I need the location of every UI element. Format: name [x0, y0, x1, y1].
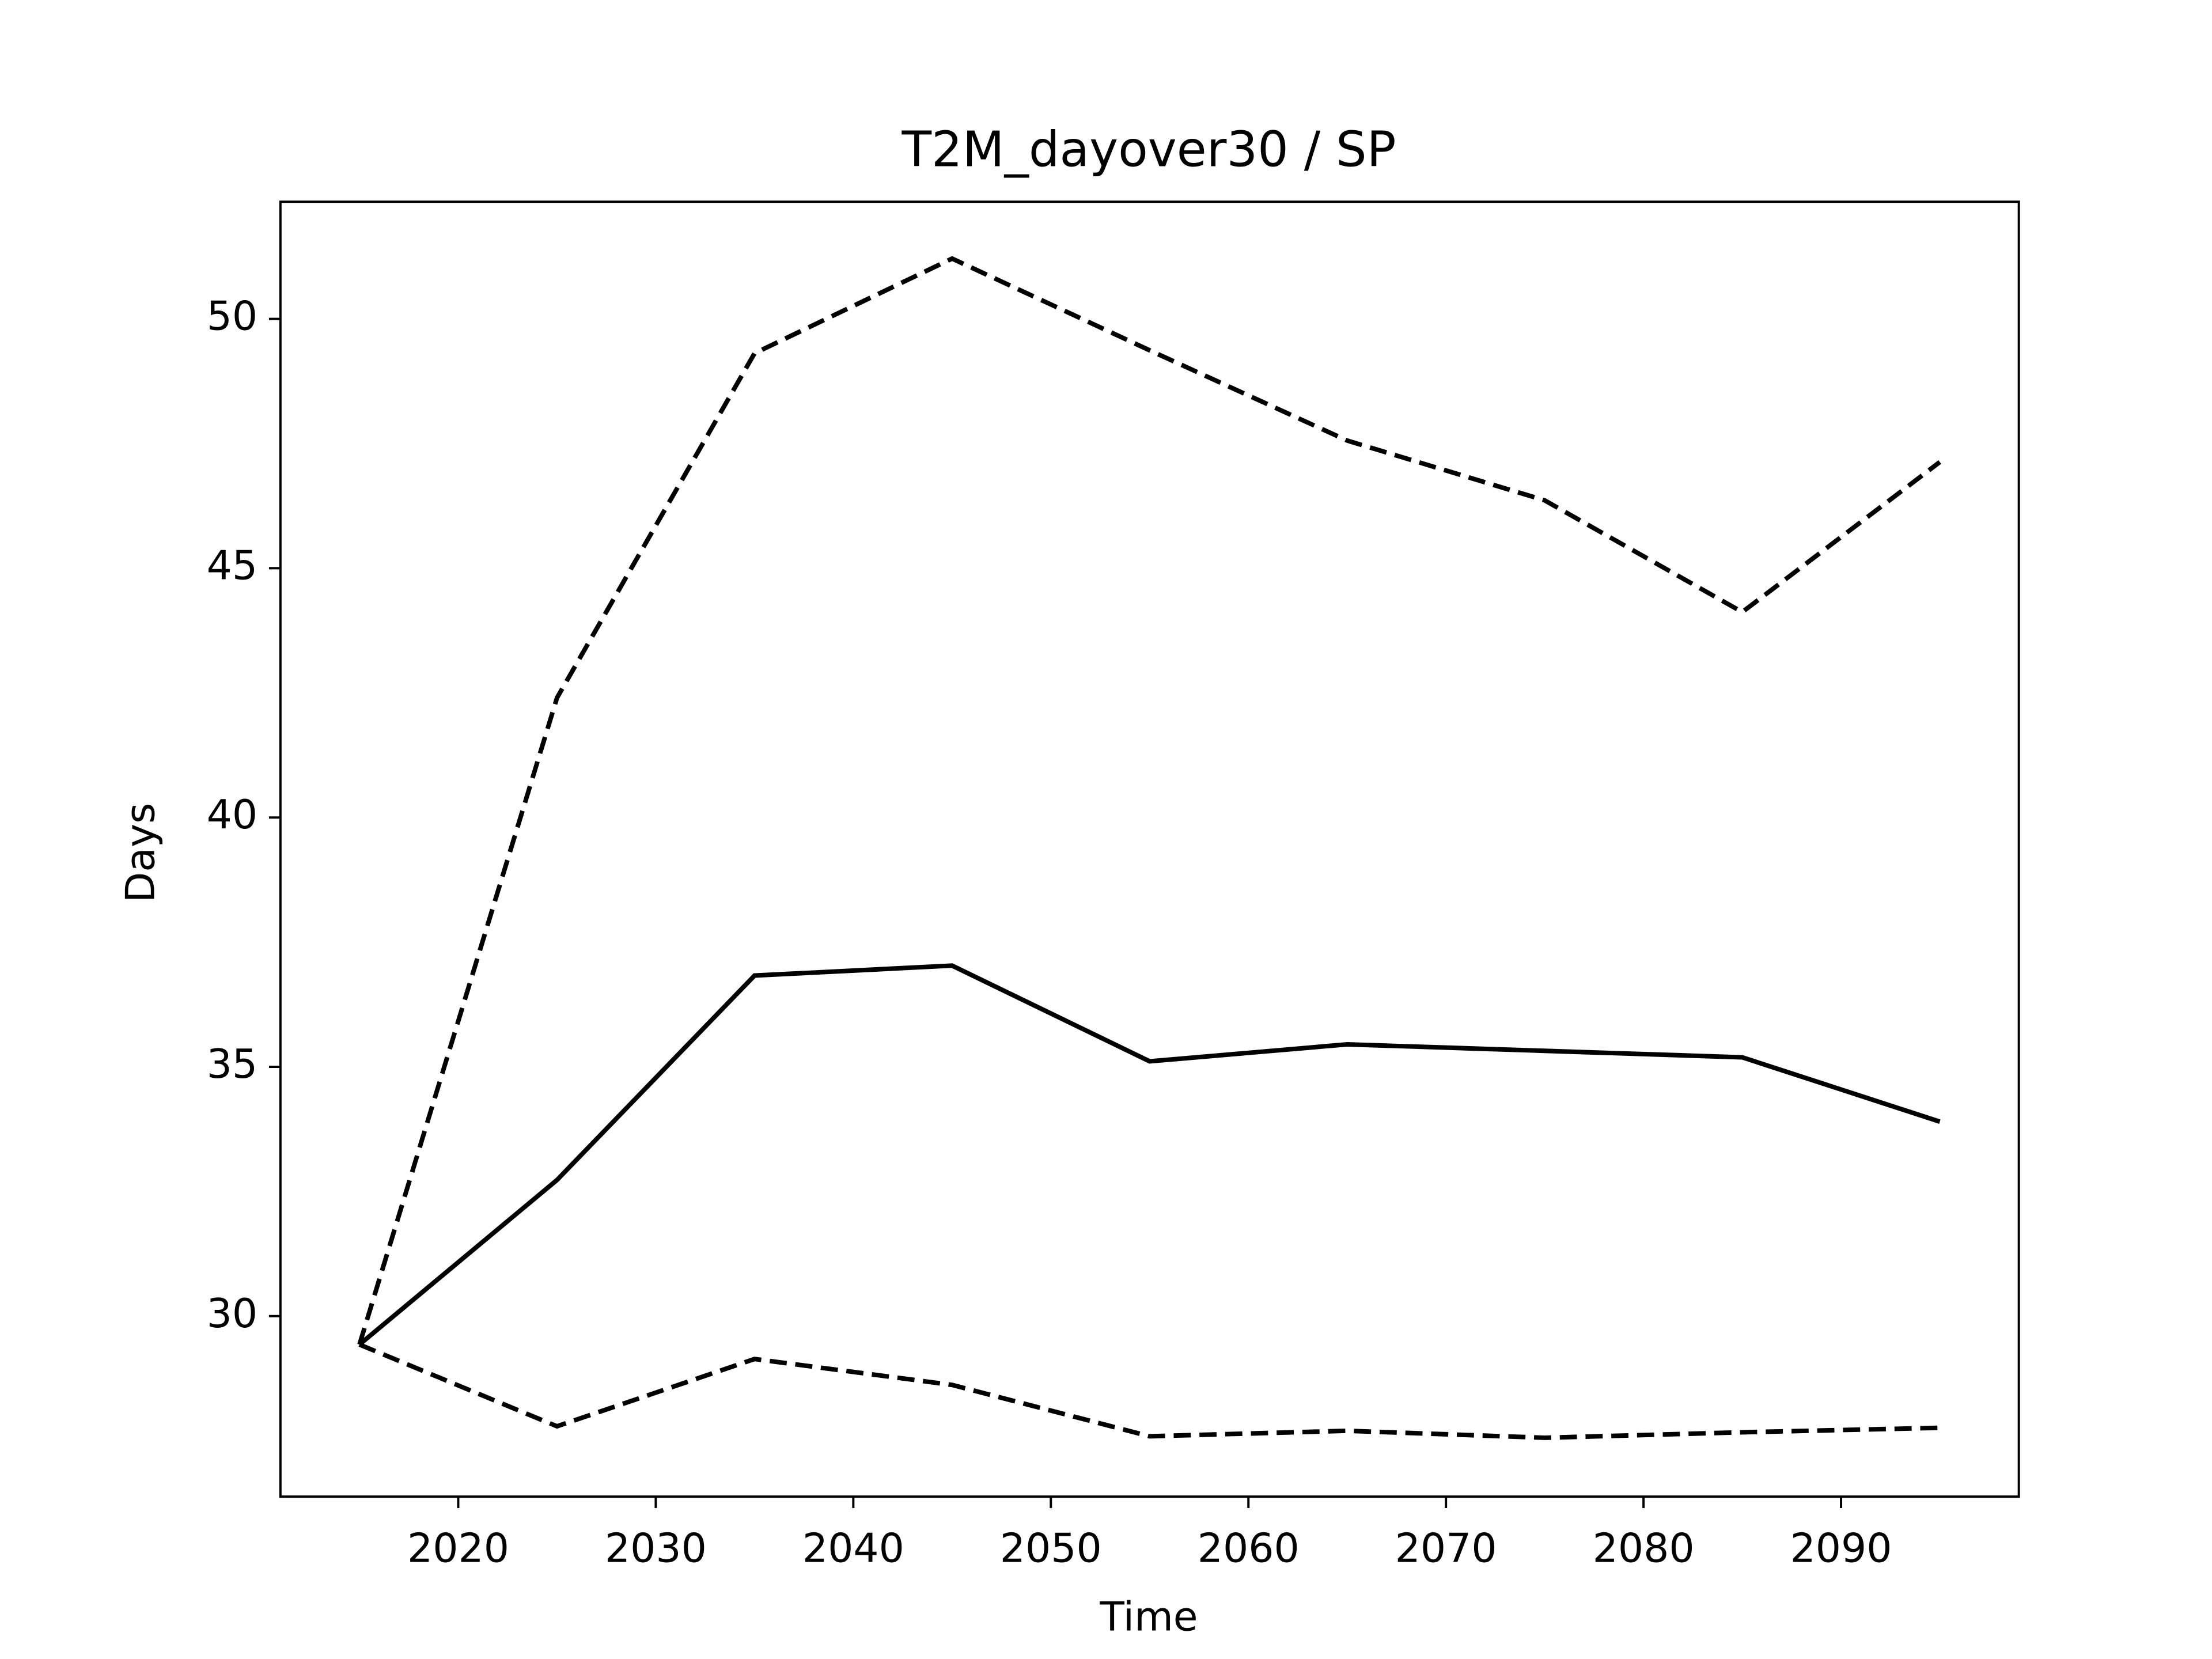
y-tick-label: 35	[207, 1041, 257, 1088]
x-tick-label: 2020	[407, 1525, 509, 1572]
x-axis-label: Time	[1099, 1594, 1198, 1641]
y-axis-label: Days	[117, 803, 164, 903]
x-tick-label: 2040	[802, 1525, 904, 1572]
y-tick-label: 45	[207, 542, 257, 589]
x-tick-label: 2030	[605, 1525, 707, 1572]
series-line	[358, 963, 1941, 1347]
y-tick-label: 40	[207, 791, 257, 838]
x-tick-label: 2090	[1790, 1525, 1892, 1572]
series-line	[357, 256, 1941, 1346]
series-line	[358, 1342, 1940, 1440]
x-tick-label: 2070	[1395, 1525, 1497, 1572]
y-tick-label: 50	[207, 293, 257, 340]
x-tick-label: 2060	[1198, 1525, 1300, 1572]
x-tick-label: 2050	[1000, 1525, 1102, 1572]
x-tick-label: 2080	[1593, 1525, 1695, 1572]
y-tick-label: 30	[207, 1290, 257, 1337]
chart-title: T2M_dayover30 / SP	[901, 122, 1396, 178]
plot-frame	[279, 200, 2020, 1498]
